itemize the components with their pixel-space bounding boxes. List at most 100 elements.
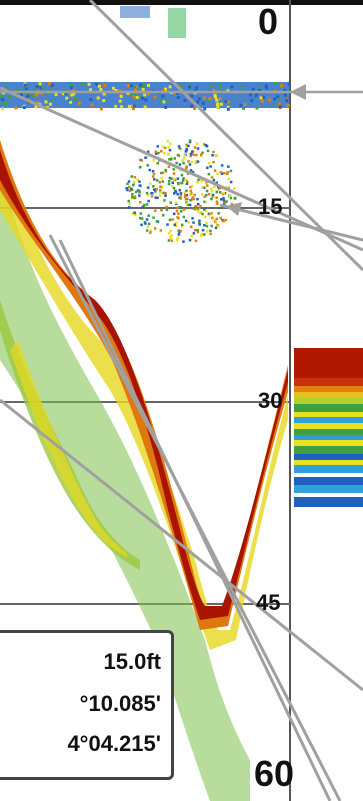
bait-speck bbox=[190, 160, 194, 164]
bait-speck bbox=[140, 223, 143, 227]
color-bar-band bbox=[294, 473, 363, 477]
bait-speck bbox=[138, 180, 141, 183]
clutter-speck bbox=[230, 85, 234, 89]
clutter-speck bbox=[248, 93, 252, 97]
bait-speck bbox=[160, 150, 163, 153]
clutter-speck bbox=[143, 105, 147, 109]
bait-speck bbox=[131, 212, 135, 215]
clutter-speck bbox=[16, 88, 20, 92]
bait-speck bbox=[147, 222, 151, 226]
bait-speck bbox=[225, 200, 228, 203]
bait-speck bbox=[204, 209, 208, 213]
color-bar-band bbox=[294, 412, 363, 417]
latitude-readout: °10.085' bbox=[79, 691, 161, 716]
clutter-speck bbox=[129, 93, 133, 97]
clutter-speck bbox=[96, 96, 100, 100]
clutter-speck bbox=[168, 85, 172, 89]
clutter-speck bbox=[162, 100, 166, 104]
bait-speck bbox=[183, 154, 186, 157]
bait-speck bbox=[174, 190, 178, 194]
bait-speck bbox=[209, 232, 212, 236]
bait-speck bbox=[205, 221, 208, 225]
clutter-speck bbox=[250, 99, 254, 102]
bait-speck bbox=[161, 145, 165, 148]
clutter-speck bbox=[39, 86, 43, 90]
bait-speck bbox=[207, 161, 211, 165]
bait-speck bbox=[182, 240, 185, 243]
bait-speck bbox=[145, 229, 149, 232]
bait-speck bbox=[178, 206, 182, 209]
surface-noise bbox=[120, 6, 150, 18]
bait-speck bbox=[185, 167, 188, 170]
clutter-speck bbox=[251, 87, 255, 91]
pointer-bottom-2 bbox=[58, 239, 332, 801]
bait-speck bbox=[222, 197, 225, 200]
bait-speck bbox=[179, 230, 182, 233]
bait-speck bbox=[132, 183, 135, 187]
bait-speck bbox=[174, 201, 178, 204]
clutter-speck bbox=[196, 100, 200, 104]
bait-speck bbox=[171, 184, 174, 188]
clutter-speck bbox=[190, 94, 194, 98]
clutter-speck bbox=[159, 99, 163, 102]
bait-speck bbox=[192, 153, 195, 156]
bait-speck bbox=[189, 225, 193, 229]
bait-speck bbox=[161, 180, 164, 183]
bait-speck bbox=[201, 186, 204, 189]
bait-speck bbox=[196, 207, 200, 210]
clutter-speck bbox=[164, 105, 168, 109]
bait-speck bbox=[213, 169, 217, 172]
bait-speck bbox=[180, 181, 184, 185]
top-border bbox=[0, 0, 363, 5]
bait-speck bbox=[128, 206, 131, 209]
clutter-speck bbox=[71, 88, 75, 92]
bait-speck bbox=[210, 224, 213, 228]
clutter-speck bbox=[35, 85, 39, 89]
clutter-speck bbox=[132, 107, 135, 111]
bait-speck bbox=[146, 150, 150, 153]
bait-speck bbox=[196, 228, 199, 232]
bait-speck bbox=[229, 196, 233, 200]
bait-speck bbox=[127, 180, 131, 183]
color-bar-band bbox=[294, 404, 363, 412]
bait-speck bbox=[196, 197, 199, 201]
color-bar-band bbox=[294, 386, 363, 392]
clutter-speck bbox=[48, 82, 52, 86]
clutter-speck bbox=[89, 88, 92, 92]
bottom-halo bbox=[0, 160, 250, 801]
clutter-speck bbox=[259, 84, 263, 88]
clutter-speck bbox=[273, 82, 277, 85]
bait-speck bbox=[178, 163, 182, 166]
bait-speck bbox=[205, 224, 209, 228]
clutter-speck bbox=[4, 102, 8, 106]
bait-speck bbox=[175, 238, 179, 242]
clutter-speck bbox=[81, 82, 85, 85]
bait-speck bbox=[224, 218, 227, 222]
bait-speck bbox=[179, 192, 183, 195]
clutter-speck bbox=[73, 98, 77, 101]
clutter-speck bbox=[286, 104, 290, 108]
clutter-speck bbox=[166, 98, 170, 102]
bait-speck bbox=[160, 208, 163, 212]
clutter-speck bbox=[226, 107, 230, 111]
bait-speck bbox=[160, 171, 163, 175]
bait-speck bbox=[162, 191, 165, 195]
color-bar-band bbox=[294, 454, 363, 460]
clutter-speck bbox=[239, 103, 243, 107]
bait-speck bbox=[161, 186, 164, 189]
bait-speck bbox=[182, 161, 185, 165]
bait-speck bbox=[203, 200, 206, 204]
clutter-speck bbox=[183, 99, 187, 102]
bait-speck bbox=[157, 151, 160, 155]
clutter-speck bbox=[65, 96, 69, 100]
clutter-speck bbox=[19, 92, 23, 96]
clutter-speck bbox=[90, 103, 94, 107]
clutter-speck bbox=[215, 98, 219, 102]
bait-speck bbox=[182, 157, 186, 160]
bait-speck bbox=[146, 164, 149, 167]
clutter-speck bbox=[40, 91, 44, 95]
bait-speck bbox=[168, 176, 172, 180]
bait-speck bbox=[169, 236, 172, 239]
bait-speck bbox=[194, 204, 198, 208]
bait-speck bbox=[164, 170, 168, 173]
